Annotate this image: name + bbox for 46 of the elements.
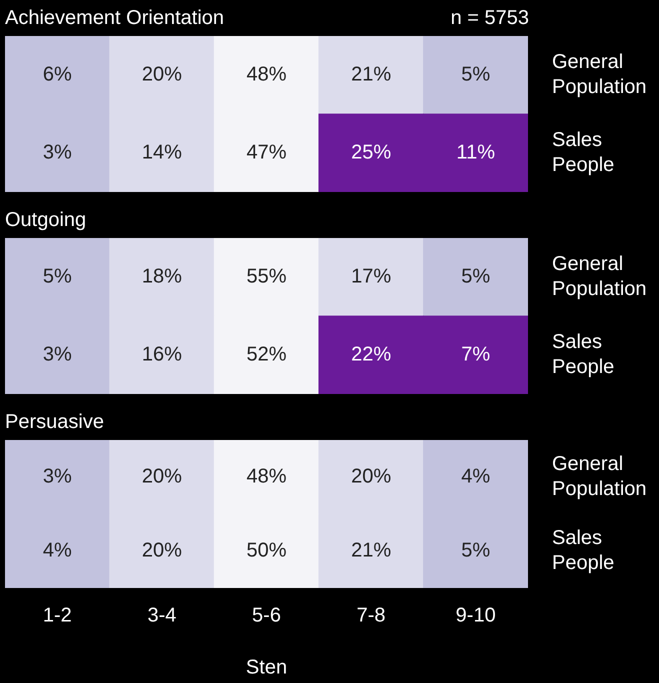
y-tick-label: Sales People — [552, 331, 614, 378]
data-label: 25% — [351, 142, 392, 164]
data-label: 48% — [246, 466, 287, 488]
data-label: 18% — [142, 266, 182, 288]
data-label: 5% — [42, 266, 72, 288]
y-tick-label: General Population — [552, 253, 647, 300]
x-tick-label: 5-6 — [252, 604, 281, 627]
data-label: 52% — [246, 344, 287, 366]
data-label: 55% — [246, 266, 287, 288]
data-label: 5% — [461, 266, 490, 288]
data-label: 21% — [351, 64, 392, 86]
x-axis-title: Sten — [246, 656, 288, 679]
y-tick-label: General Population — [552, 453, 647, 500]
y-tick-label: Sales People — [552, 129, 614, 176]
data-label: 21% — [351, 540, 392, 562]
data-label: 48% — [246, 64, 287, 86]
data-label: 20% — [351, 466, 392, 488]
data-label: 20% — [142, 466, 182, 488]
x-tick-label: 9-10 — [456, 604, 496, 627]
y-tick-label: Sales People — [552, 527, 614, 574]
chart-title: Persuasive — [5, 411, 104, 434]
data-label: 47% — [246, 142, 287, 164]
x-tick-label: 1-2 — [42, 604, 72, 627]
chart-title: Outgoing — [5, 209, 86, 232]
data-label: 20% — [142, 540, 182, 562]
data-label: 3% — [42, 466, 72, 488]
data-label: 20% — [142, 64, 182, 86]
text: n = 5753 — [450, 7, 529, 30]
data-label: 3% — [42, 344, 72, 366]
data-label: 5% — [461, 540, 490, 562]
data-label: 11% — [456, 142, 496, 164]
data-label: 7% — [461, 344, 490, 366]
x-tick-label: 3-4 — [147, 604, 176, 627]
chart-title: Achievement Orientation — [5, 7, 224, 30]
x-tick-label: 7-8 — [356, 604, 386, 627]
y-tick-label: General Population — [552, 51, 647, 98]
data-label: 5% — [461, 64, 490, 86]
data-label: 17% — [351, 266, 392, 288]
data-label: 3% — [42, 142, 72, 164]
data-label: 4% — [42, 540, 72, 562]
data-label: 22% — [351, 344, 392, 366]
data-label: 6% — [42, 64, 72, 86]
data-label: 4% — [461, 466, 490, 488]
data-label: 14% — [142, 142, 182, 164]
data-label: 16% — [142, 344, 182, 366]
data-label: 50% — [246, 540, 287, 562]
